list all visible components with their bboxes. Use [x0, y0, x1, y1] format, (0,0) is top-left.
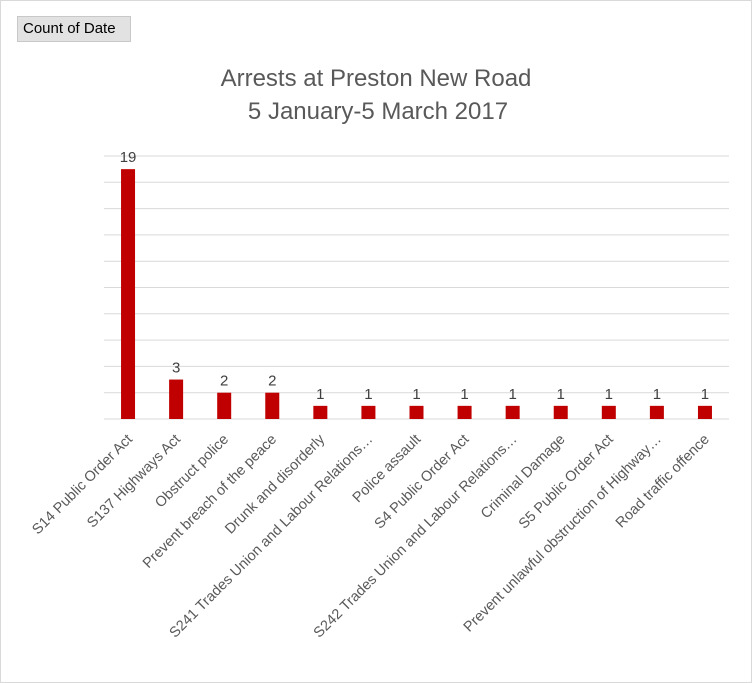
bar[interactable] — [457, 405, 472, 419]
category-label: Criminal Damage — [478, 432, 569, 523]
bar[interactable] — [169, 379, 184, 419]
bar-value-label: 19 — [120, 149, 137, 166]
data-labels: 19 3 2 2 1 1 1 1 1 1 1 1 1 — [120, 149, 709, 403]
chart-subtitle: 5 January-5 March 2017 — [248, 98, 508, 125]
bar[interactable] — [553, 405, 568, 419]
bar[interactable] — [121, 169, 136, 419]
bar-value-label: 1 — [316, 386, 324, 403]
bar[interactable] — [505, 405, 520, 419]
bar-value-label: 1 — [412, 386, 420, 403]
bar[interactable] — [313, 405, 328, 419]
bar[interactable] — [265, 392, 280, 419]
bar-value-label: 1 — [605, 386, 613, 403]
category-label: Road traffic offence — [613, 432, 713, 532]
bar[interactable] — [649, 405, 664, 419]
bar[interactable] — [601, 405, 616, 419]
category-label: S5 Public Order Act — [516, 432, 617, 533]
bar-value-label: 1 — [460, 386, 468, 403]
chart-title: Arrests at Preston New Road — [221, 65, 532, 92]
bar[interactable] — [217, 392, 232, 419]
bar-value-label: 1 — [557, 386, 565, 403]
category-label: S137 Highways Act — [84, 432, 184, 532]
bars — [121, 169, 712, 419]
bar-value-label: 1 — [653, 386, 661, 403]
bar[interactable] — [697, 405, 712, 419]
count-of-date-field-button[interactable]: Count of Date — [17, 16, 131, 42]
bar-value-label: 2 — [268, 373, 276, 390]
gridlines — [104, 155, 729, 420]
category-label: S4 Public Order Act — [372, 432, 473, 533]
bar-value-label: 1 — [701, 386, 709, 403]
bar-value-label: 1 — [364, 386, 372, 403]
bar-value-label: 2 — [220, 373, 228, 390]
bar[interactable] — [361, 405, 376, 419]
bar-value-label: 3 — [172, 360, 180, 377]
bar-value-label: 1 — [508, 386, 516, 403]
bar[interactable] — [409, 405, 424, 419]
